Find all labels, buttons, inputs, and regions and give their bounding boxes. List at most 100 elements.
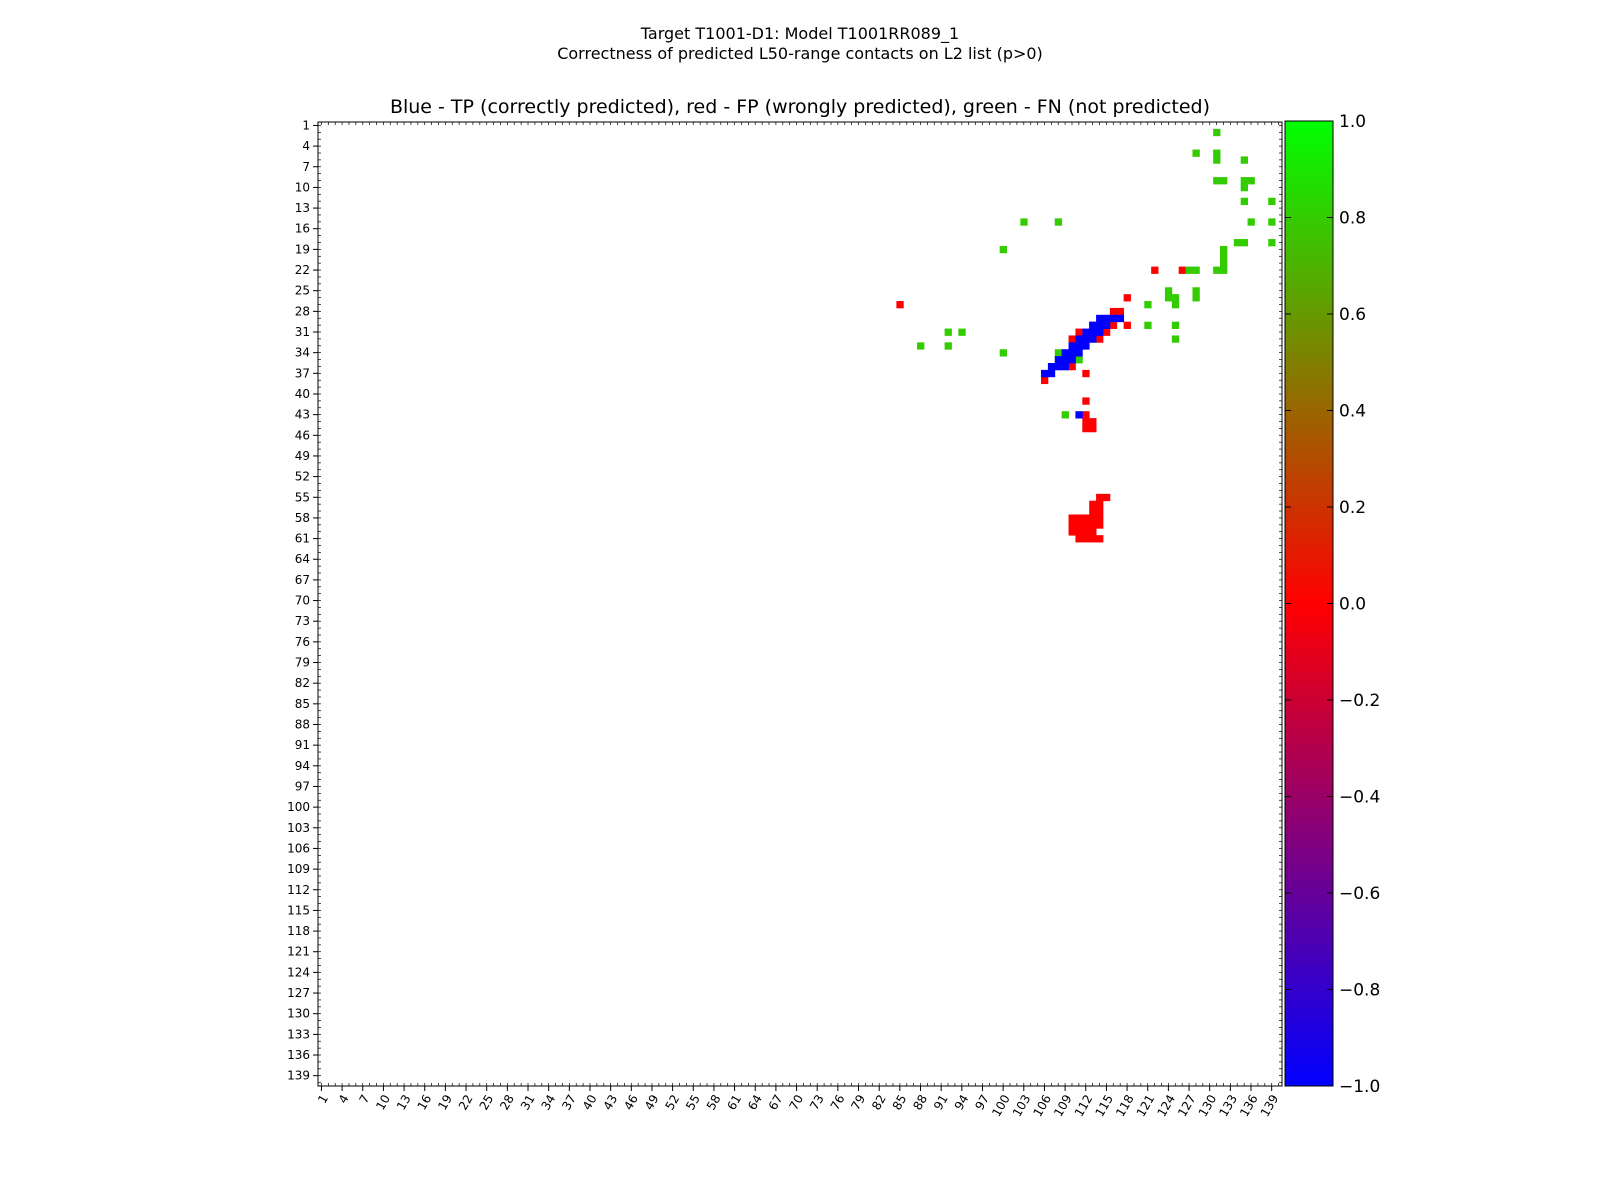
x-tick-label: 79 — [848, 1092, 868, 1112]
x-tick-label: 121 — [1134, 1092, 1158, 1119]
y-tick-label: 133 — [287, 1027, 310, 1041]
y-tick-label: 61 — [295, 532, 310, 546]
colorbar-tick-label: 1.0 — [1339, 112, 1366, 132]
cell-tp — [1041, 369, 1049, 378]
cell-fn — [1075, 356, 1083, 364]
cell-fn — [999, 349, 1007, 357]
cell-fp — [1068, 514, 1076, 522]
cell-fn — [1171, 321, 1180, 329]
x-tick-label: 31 — [518, 1092, 538, 1112]
cell-fp — [1082, 369, 1090, 378]
y-tick-label: 22 — [295, 263, 310, 277]
cell-fp — [1082, 528, 1090, 536]
cell-fp — [1102, 493, 1111, 502]
cell-tp — [1075, 335, 1083, 343]
y-tick-label: 67 — [295, 573, 310, 587]
cell-fn — [1164, 287, 1173, 295]
cell-tp — [1082, 342, 1090, 350]
plot-title: Blue - TP (correctly predicted), red - F… — [389, 96, 1211, 118]
chart-subtitle: Correctness of predicted L50-range conta… — [557, 44, 1043, 63]
cell-fn — [1020, 218, 1028, 226]
y-tick-label: 19 — [295, 242, 310, 256]
cell-fn — [1213, 177, 1221, 185]
cell-fn — [1171, 301, 1180, 309]
y-tick-label: 88 — [295, 718, 310, 732]
cell-fp — [1096, 500, 1104, 508]
cell-tp — [1102, 321, 1111, 329]
y-tick-label: 97 — [295, 779, 310, 793]
x-tick-label: 58 — [704, 1092, 724, 1112]
cell-fn — [1220, 245, 1228, 254]
cell-fp — [1096, 535, 1104, 543]
x-tick-label: 127 — [1175, 1092, 1199, 1119]
x-tick-label: 94 — [952, 1092, 972, 1112]
cell-tp — [1089, 321, 1097, 329]
y-tick-label: 73 — [295, 614, 310, 628]
x-tick-label: 82 — [869, 1092, 889, 1112]
x-tick-label: 76 — [828, 1092, 848, 1112]
x-tick-label: 130 — [1196, 1092, 1220, 1119]
cell-tp — [1054, 363, 1063, 371]
colorbar-tick-label: −0.4 — [1339, 788, 1380, 808]
cell-fp — [1075, 521, 1083, 529]
cell-fn — [1054, 349, 1063, 357]
y-tick-label: 76 — [295, 635, 310, 649]
cell-tp — [1082, 328, 1090, 336]
y-tick-label: 124 — [287, 965, 310, 979]
cell-tp — [1068, 356, 1076, 364]
colorbar-tick-label: −0.8 — [1339, 981, 1380, 1001]
cell-fp — [1082, 424, 1090, 433]
cell-fn — [1220, 177, 1228, 185]
x-tick-label: 19 — [435, 1092, 455, 1112]
x-tick-label: 115 — [1092, 1092, 1116, 1119]
x-tick-label: 10 — [373, 1092, 393, 1112]
x-tick-label: 7 — [356, 1092, 372, 1106]
y-tick-label: 10 — [295, 180, 310, 194]
x-tick-label: 124 — [1154, 1092, 1178, 1119]
cell-fp — [1089, 507, 1097, 515]
cell-fn — [1213, 149, 1221, 157]
y-tick-label: 139 — [287, 1069, 310, 1083]
x-tick-label: 73 — [807, 1092, 827, 1112]
x-tick-label: 52 — [662, 1092, 682, 1112]
x-tick-label: 37 — [559, 1092, 579, 1112]
y-tick-label: 49 — [295, 449, 310, 463]
x-tick-label: 25 — [477, 1092, 497, 1112]
colorbar-tick-label: 0.4 — [1339, 402, 1366, 422]
cell-fn — [944, 342, 952, 350]
x-tick-label: 16 — [415, 1092, 435, 1112]
cell-tp — [1068, 349, 1076, 357]
cell-fp — [1096, 335, 1104, 343]
cell-fn — [1268, 239, 1276, 247]
cell-tp — [1075, 349, 1083, 357]
cell-fn — [1185, 266, 1193, 274]
cell-tp — [1082, 335, 1090, 343]
x-tick-label: 34 — [539, 1092, 559, 1112]
cell-tp — [1047, 369, 1056, 378]
cell-fn — [958, 328, 966, 336]
x-tick-label: 49 — [642, 1092, 662, 1112]
x-tick-label: 13 — [394, 1092, 414, 1112]
cell-fn — [1220, 252, 1228, 261]
x-tick-label: 61 — [724, 1092, 744, 1112]
cell-fn — [1240, 239, 1248, 247]
cell-fp — [1082, 397, 1090, 405]
y-tick-label: 121 — [287, 945, 310, 959]
colorbar-tick-label: 0.0 — [1339, 595, 1366, 615]
x-tick-label: 97 — [972, 1092, 992, 1112]
cell-fp — [1082, 514, 1090, 522]
cell-tp — [1089, 328, 1097, 336]
cell-fn — [1054, 218, 1063, 226]
y-tick-label: 136 — [287, 1048, 310, 1062]
cell-fp — [1096, 507, 1104, 515]
y-tick-label: 94 — [295, 759, 310, 773]
cell-fp — [1109, 321, 1118, 329]
cell-fn — [1144, 321, 1152, 329]
cell-fp — [1082, 521, 1090, 529]
cell-fp — [1075, 514, 1083, 522]
y-tick-label: 82 — [295, 676, 310, 690]
cell-fp — [1116, 307, 1125, 316]
chart-title: Target T1001-D1: Model T1001RR089_1 — [640, 24, 960, 43]
cell-fp — [896, 301, 904, 309]
y-tick-label: 43 — [295, 408, 310, 422]
